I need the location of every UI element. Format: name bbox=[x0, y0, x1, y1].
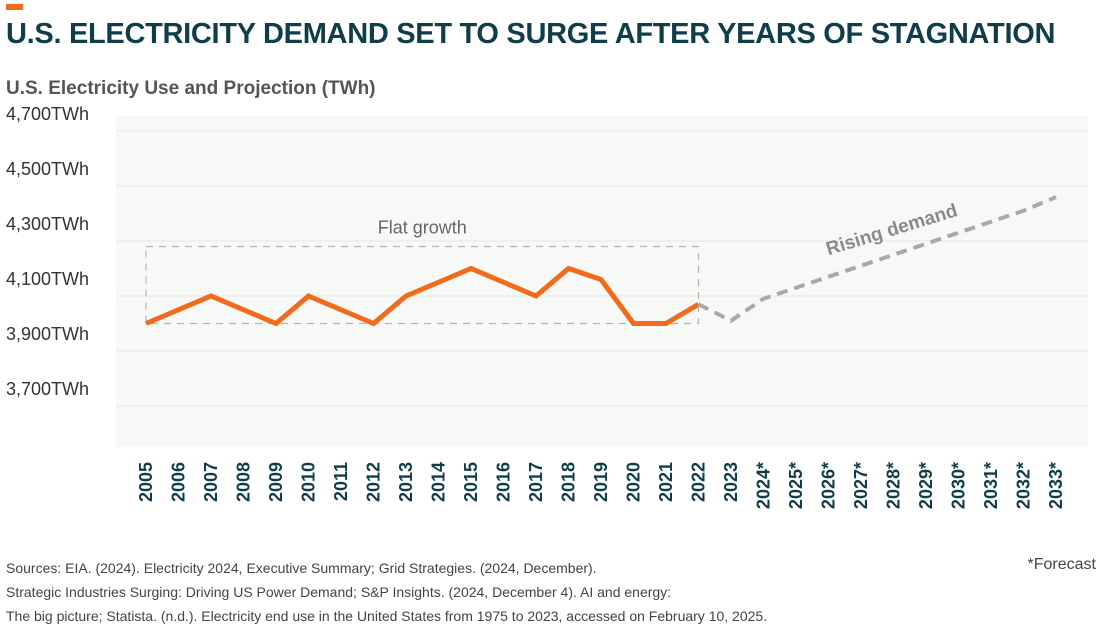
x-tick-label: 2027* bbox=[851, 462, 871, 509]
x-axis-labels: 2005 2006 2007 2008 2009 2010 2011 2012 2013 2014… bbox=[136, 462, 1066, 509]
x-tick-label: 2009 bbox=[266, 462, 286, 502]
x-tick-label: 2023 bbox=[721, 462, 741, 502]
flat-growth-label: Flat growth bbox=[378, 218, 467, 238]
y-tick-label: 4,700TWh bbox=[6, 104, 89, 124]
y-tick-label: 3,900TWh bbox=[6, 324, 89, 344]
source-line: Strategic Industries Surging: Driving US… bbox=[6, 584, 672, 600]
x-tick-label: 2033* bbox=[1046, 462, 1066, 509]
line-chart: 3,700TWh 3,900TWh 4,100TWh 4,300TWh 4,500TWh… bbox=[6, 104, 1088, 509]
page-title: U.S. ELECTRICITY DEMAND SET TO SURGE AFT… bbox=[6, 18, 1056, 50]
x-tick-label: 2013 bbox=[396, 462, 416, 502]
y-tick-label: 4,500TWh bbox=[6, 159, 89, 179]
x-tick-label: 2005 bbox=[136, 462, 156, 502]
y-tick-label: 3,700TWh bbox=[6, 379, 89, 399]
chart-subtitle: U.S. Electricity Use and Projection (TWh… bbox=[6, 78, 376, 99]
x-tick-label: 2024* bbox=[754, 462, 774, 509]
x-tick-label: 2017 bbox=[526, 462, 546, 502]
x-tick-label: 2016 bbox=[494, 462, 514, 502]
flat-growth-box bbox=[145, 245, 700, 325]
x-tick-label: 2030* bbox=[949, 462, 969, 509]
x-tick-label: 2008 bbox=[234, 462, 254, 502]
y-tick-label: 4,300TWh bbox=[6, 214, 89, 234]
x-tick-label: 2020 bbox=[624, 462, 644, 502]
x-tick-label: 2021 bbox=[656, 462, 676, 502]
x-tick-label: 2006 bbox=[169, 462, 189, 502]
x-tick-label: 2026* bbox=[819, 462, 839, 509]
series-lines bbox=[145, 195, 1057, 327]
accent-bar bbox=[6, 4, 23, 10]
x-tick-label: 2011 bbox=[331, 462, 351, 501]
x-tick-label: 2012 bbox=[364, 462, 384, 502]
x-tick-label: 2014 bbox=[429, 462, 449, 502]
y-axis-labels: 3,700TWh 3,900TWh 4,100TWh 4,300TWh 4,500TWh… bbox=[6, 104, 89, 399]
x-tick-label: 2025* bbox=[786, 462, 806, 509]
sources-text: Sources: EIA. (2024). Electricity 2024, … bbox=[6, 556, 767, 628]
x-tick-label: 2019 bbox=[591, 462, 611, 502]
x-tick-label: 2032* bbox=[1014, 462, 1034, 509]
x-tick-label: 2029* bbox=[916, 462, 936, 509]
source-line: The big picture; Statista. (n.d.). Elect… bbox=[6, 608, 768, 624]
x-tick-label: 2015 bbox=[461, 462, 481, 502]
x-tick-label: 2022 bbox=[689, 462, 709, 502]
y-tick-label: 4,100TWh bbox=[6, 269, 89, 289]
gridlines bbox=[116, 130, 1088, 407]
x-tick-label: 2031* bbox=[981, 462, 1001, 509]
x-tick-label: 2010 bbox=[299, 462, 319, 502]
x-tick-label: 2028* bbox=[884, 462, 904, 509]
x-tick-label: 2007 bbox=[201, 462, 221, 502]
forecast-note: *Forecast bbox=[1027, 556, 1096, 573]
actual-series-line bbox=[145, 265, 700, 327]
source-line: Sources: EIA. (2024). Electricity 2024, … bbox=[6, 560, 597, 576]
x-tick-label: 2018 bbox=[559, 462, 579, 502]
